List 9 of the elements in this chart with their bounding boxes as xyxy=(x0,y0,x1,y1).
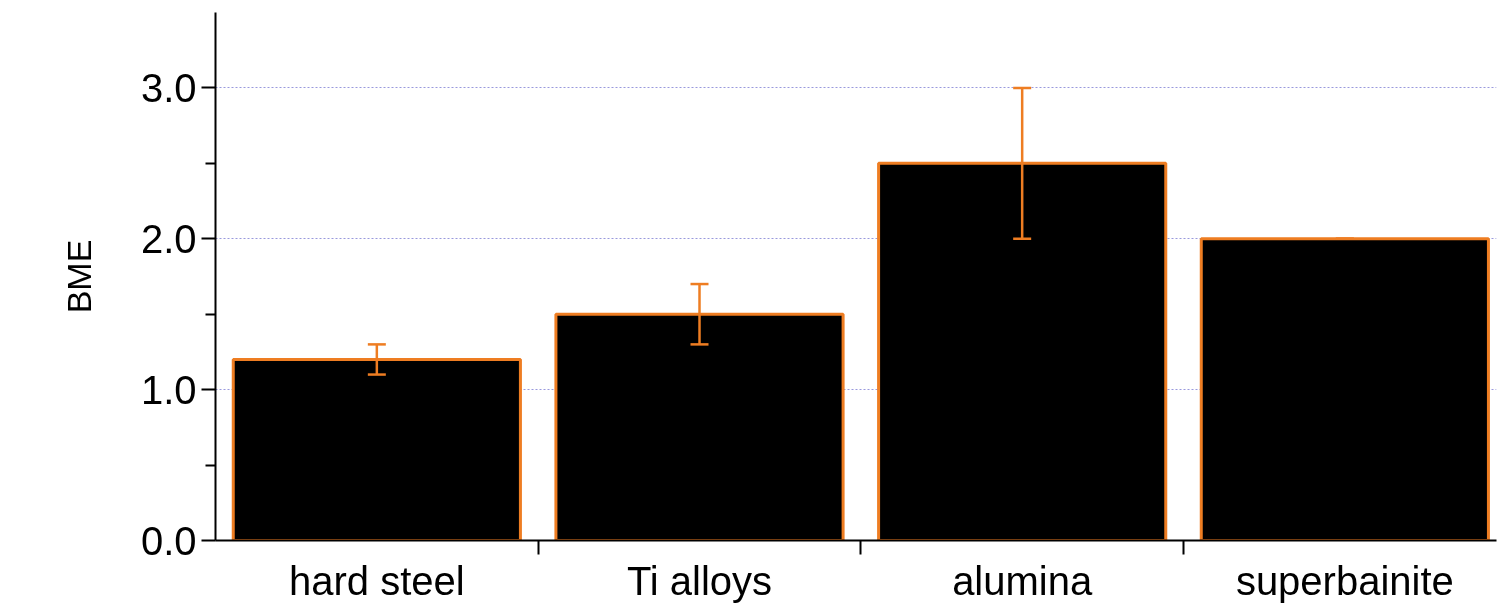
y-tick-label: 1.0 xyxy=(140,367,197,412)
x-tick-label: superbainite xyxy=(1235,558,1454,603)
x-tick-label: Ti alloys xyxy=(626,558,773,603)
y-tick-label: 0.0 xyxy=(140,518,197,563)
x-tick-label: hard steel xyxy=(289,558,465,603)
y-tick-label: 2.0 xyxy=(140,216,197,261)
y-tick-label: 3.0 xyxy=(140,65,197,110)
x-tick-label: alumina xyxy=(952,558,1093,603)
y-axis-title: BME xyxy=(59,239,98,314)
